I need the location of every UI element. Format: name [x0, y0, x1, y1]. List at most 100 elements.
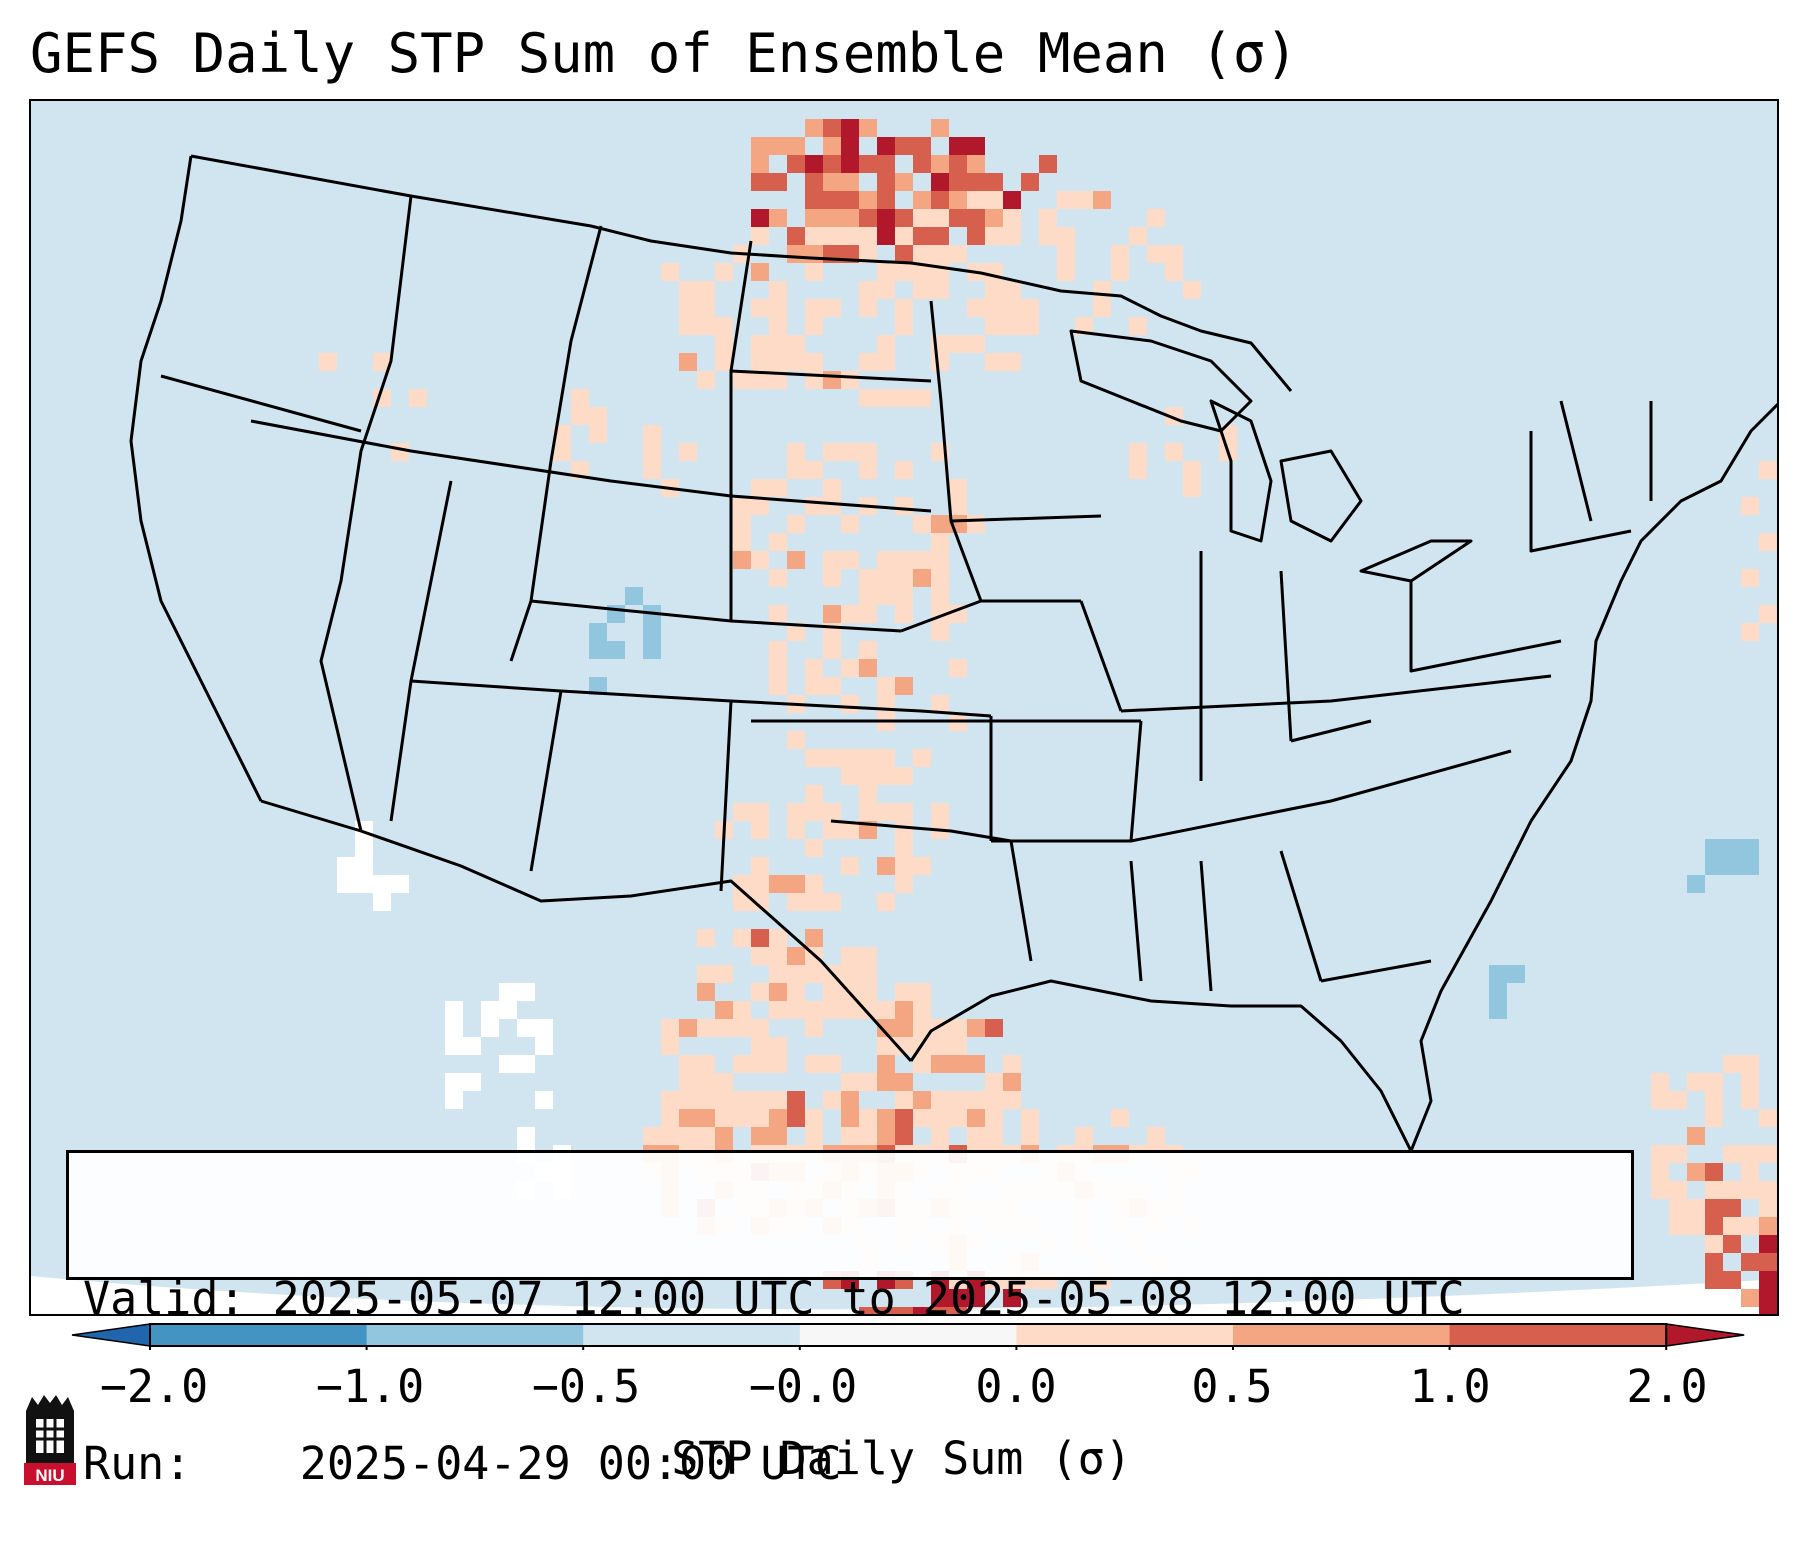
anomaly-cell: [1075, 1127, 1093, 1145]
anomaly-cell: [751, 497, 769, 515]
anomaly-cell: [1183, 281, 1201, 299]
anomaly-cell: [823, 209, 841, 227]
anomaly-cell: [1165, 263, 1183, 281]
anomaly-cell: [895, 209, 913, 227]
anomaly-cell: [481, 1019, 499, 1037]
anomaly-cell: [1507, 965, 1525, 983]
anomaly-cell: [715, 1109, 733, 1127]
colorbar-segment: [1449, 1324, 1667, 1346]
anomaly-cell: [877, 173, 895, 191]
anomaly-cell: [697, 1073, 715, 1091]
anomaly-cell: [1777, 1235, 1779, 1253]
anomaly-cell: [1669, 1199, 1687, 1217]
state-line: [991, 720, 1143, 843]
lake-superior: [1069, 329, 1253, 433]
anomaly-cell: [859, 1127, 877, 1145]
anomaly-cell: [769, 947, 787, 965]
state-line: [1290, 719, 1372, 743]
anomaly-cell: [859, 569, 877, 587]
anomaly-cell: [787, 821, 805, 839]
anomaly-cell: [355, 839, 373, 857]
anomaly-cell: [877, 749, 895, 767]
anomaly-cell: [805, 1001, 823, 1019]
anomaly-cell: [913, 281, 931, 299]
anomaly-cell: [913, 155, 931, 173]
anomaly-cell: [1687, 1163, 1705, 1181]
anomaly-cell: [697, 371, 715, 389]
colorbar-tick-label: −0.5: [531, 1360, 641, 1413]
anomaly-cell: [859, 587, 877, 605]
anomaly-cell: [751, 1091, 769, 1109]
colorbar-tick-label: −1.0: [315, 1360, 425, 1413]
anomaly-cell: [895, 497, 913, 515]
anomaly-cell: [769, 335, 787, 353]
anomaly-cell: [751, 551, 769, 569]
anomaly-cell: [751, 353, 769, 371]
anomaly-cell: [589, 641, 607, 659]
anomaly-cell: [823, 749, 841, 767]
anomaly-cell: [841, 173, 859, 191]
anomaly-cell: [733, 1109, 751, 1127]
anomaly-cell: [787, 1109, 805, 1127]
colorbar-segment: [366, 1324, 584, 1346]
anomaly-cell: [733, 533, 751, 551]
anomaly-cell: [751, 803, 769, 821]
anomaly-cell: [895, 1127, 913, 1145]
anomaly-cell: [931, 1127, 949, 1145]
anomaly-cell: [751, 1019, 769, 1037]
anomaly-cell: [1039, 209, 1057, 227]
anomaly-cell: [805, 875, 823, 893]
anomaly-cell: [913, 1307, 931, 1314]
anomaly-cell: [841, 659, 859, 677]
anomaly-cell: [913, 983, 931, 1001]
anomaly-cell: [751, 947, 769, 965]
anomaly-cell: [1777, 1253, 1779, 1271]
state-line: [950, 514, 1102, 523]
anomaly-cell: [859, 1073, 877, 1091]
anomaly-cell: [445, 1091, 463, 1109]
anomaly-cell: [949, 155, 967, 173]
anomaly-cell: [859, 191, 877, 209]
anomaly-cell: [697, 317, 715, 335]
anomaly-cell: [805, 749, 823, 767]
anomaly-cell: [517, 983, 535, 1001]
state-line: [729, 240, 753, 496]
anomaly-cell: [1777, 1109, 1779, 1127]
anomaly-cell: [1705, 1109, 1723, 1127]
anomaly-cell: [931, 1289, 949, 1307]
anomaly-cell: [895, 245, 913, 263]
anomaly-cell: [823, 155, 841, 173]
anomaly-cell: [823, 641, 841, 659]
anomaly-cell: [769, 209, 787, 227]
anomaly-cell: [823, 893, 841, 911]
anomaly-cell: [769, 1055, 787, 1073]
anomaly-cell: [589, 425, 607, 443]
state-line: [529, 690, 563, 872]
lake-michigan: [1209, 399, 1273, 543]
anomaly-cell: [877, 1019, 895, 1037]
anomaly-cell: [823, 569, 841, 587]
anomaly-cell: [949, 137, 967, 155]
anomaly-cell: [1147, 1127, 1165, 1145]
anomaly-cell: [1147, 245, 1165, 263]
anomaly-cell: [805, 245, 823, 263]
anomaly-cell: [913, 551, 931, 569]
anomaly-cell: [445, 1001, 463, 1019]
anomaly-cell: [913, 227, 931, 245]
anomaly-cell: [895, 569, 913, 587]
anomaly-cell: [697, 983, 715, 1001]
anomaly-cell: [949, 1019, 967, 1037]
anomaly-cell: [1651, 1073, 1669, 1091]
anomaly-cell: [1777, 1271, 1779, 1289]
anomaly-cell: [877, 677, 895, 695]
anomaly-cell: [859, 209, 877, 227]
anomaly-cell: [787, 515, 805, 533]
anomaly-cell: [859, 1001, 877, 1019]
anomaly-cell: [751, 1127, 769, 1145]
anomaly-cell: [1705, 1163, 1723, 1181]
anomaly-cell: [841, 137, 859, 155]
anomaly-cell: [859, 749, 877, 767]
anomaly-cell: [859, 155, 877, 173]
state-line: [1320, 959, 1432, 983]
anomaly-cell: [661, 1019, 679, 1037]
